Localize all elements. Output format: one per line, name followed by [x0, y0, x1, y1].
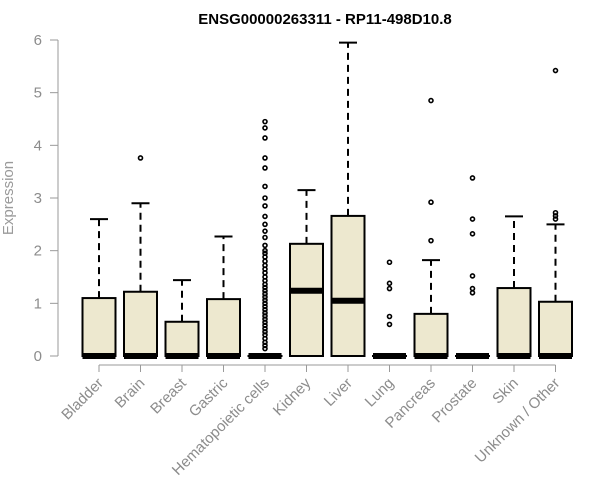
outlier-point: [262, 339, 268, 346]
outlier-point: [469, 231, 476, 237]
outlier-point: [262, 269, 268, 276]
outlier-point: [262, 306, 268, 313]
outlier-point: [262, 328, 268, 335]
boxes-layer: [81, 41, 573, 359]
outlier-point: [262, 322, 268, 329]
outlier-point: [262, 281, 268, 288]
outlier-point: [386, 313, 393, 320]
outlier-point: [262, 165, 268, 171]
x-tick-label: Liver: [321, 375, 356, 410]
outlier-point: [262, 310, 268, 316]
box-group: [330, 41, 366, 357]
outlier-point: [469, 175, 476, 181]
y-tick-label: 0: [34, 348, 42, 365]
outlier-point: [262, 345, 268, 352]
outlier-point: [428, 199, 434, 206]
outlier-point: [428, 97, 434, 104]
box-group: [413, 97, 449, 359]
outlier-point: [386, 285, 393, 292]
box: [123, 290, 158, 358]
box-group: [538, 67, 573, 359]
outlier-point: [469, 273, 476, 279]
outlier-point: [262, 325, 268, 332]
outlier-point: [262, 319, 268, 326]
box: [496, 287, 532, 357]
outlier-point: [262, 300, 268, 307]
x-tick-label: Bladder: [58, 375, 107, 424]
outlier-point: [386, 321, 393, 328]
x-tick-label: Breast: [147, 374, 190, 417]
chart-title: ENSG00000263311 - RP11-498D10.8: [198, 11, 452, 28]
outlier-point: [262, 294, 268, 300]
outlier-point: [386, 280, 393, 287]
outlier-point: [262, 195, 268, 201]
x-tick-label: Lung: [362, 375, 398, 411]
outlier-point: [262, 342, 268, 349]
y-axis: 0 1 2 3 4 5 6: [34, 32, 59, 365]
outlier-point: [262, 228, 268, 234]
outlier-point: [262, 234, 268, 241]
outlier-point: [262, 247, 268, 254]
outlier-point: [262, 118, 268, 125]
x-tick-label: Brain: [112, 375, 149, 412]
y-tick-label: 5: [34, 85, 42, 102]
outlier-point: [262, 284, 268, 291]
outlier-point: [137, 155, 144, 161]
box: [81, 297, 117, 358]
box: [289, 242, 324, 358]
box-group: [206, 235, 241, 359]
box: [206, 298, 241, 357]
y-tick-label: 4: [34, 137, 42, 154]
outlier-point: [262, 203, 268, 209]
box-group: [455, 175, 490, 359]
outlier-point: [552, 216, 559, 222]
outlier-point: [469, 289, 476, 296]
outlier-point: [428, 237, 434, 244]
y-tick-label: 1: [34, 295, 42, 312]
y-tick-label: 2: [34, 243, 42, 260]
y-axis-label: Expression: [0, 161, 17, 235]
outlier-point: [469, 216, 476, 222]
outlier-point: [262, 135, 268, 141]
outlier-point: [262, 155, 268, 161]
y-tick-label: 6: [34, 32, 42, 49]
outlier-point: [262, 287, 268, 294]
outlier-point: [262, 213, 268, 220]
x-tick-label: Prostate: [429, 375, 481, 427]
outlier-point: [262, 297, 268, 303]
box: [538, 300, 573, 357]
outlier-point: [552, 209, 559, 216]
outlier-point: [262, 316, 268, 322]
box-group: [123, 155, 158, 359]
outlier-point: [262, 291, 268, 297]
outlier-point: [262, 221, 268, 228]
box: [413, 312, 449, 358]
x-tick-label: Skin: [489, 375, 522, 408]
outlier-point: [386, 259, 393, 266]
outlier-point: [469, 285, 476, 292]
box: [330, 214, 366, 357]
box-group: [496, 215, 532, 359]
outlier-point: [262, 254, 268, 260]
outlier-point: [552, 213, 559, 219]
outlier-point: [262, 313, 268, 319]
box-group: [289, 189, 324, 358]
box-group: [81, 218, 117, 359]
box-group: [164, 279, 200, 359]
outlier-point: [262, 258, 268, 265]
y-tick-label: 3: [34, 190, 42, 207]
box-group: [247, 118, 283, 359]
box: [164, 320, 200, 357]
outlier-point: [262, 303, 268, 310]
outlier-point: [262, 125, 268, 131]
outlier-point: [552, 67, 559, 74]
outlier-point: [262, 242, 268, 249]
box-group: [372, 259, 407, 359]
x-tick-label: Kidney: [270, 374, 315, 419]
outlier-point: [262, 183, 268, 190]
